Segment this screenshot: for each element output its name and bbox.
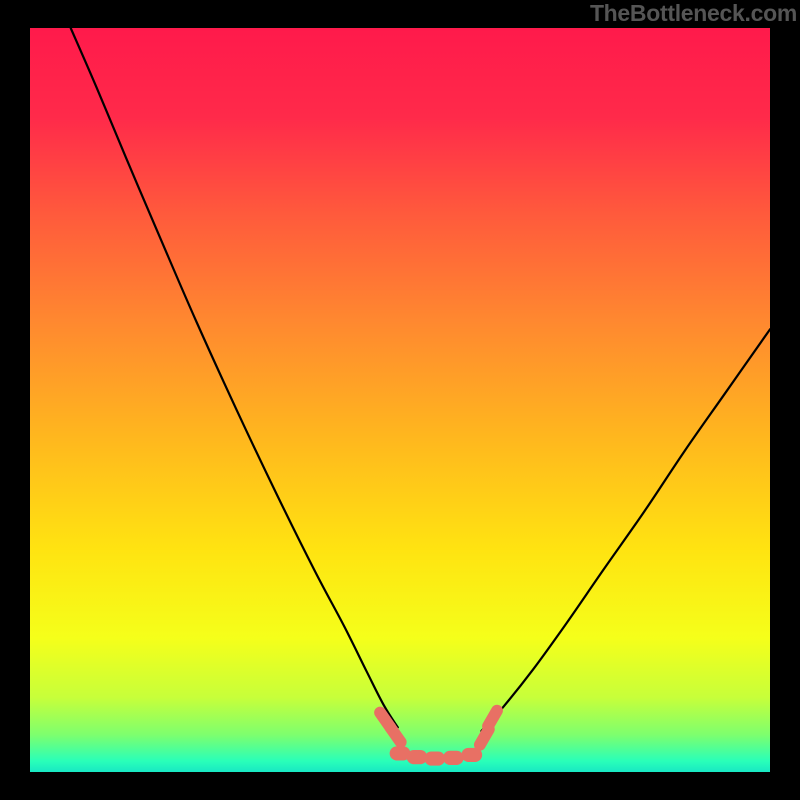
trough-marker bbox=[443, 751, 464, 765]
trough-marker bbox=[424, 752, 445, 766]
plot-area bbox=[30, 28, 770, 772]
watermark-text: TheBottleneck.com bbox=[590, 0, 797, 27]
chart-frame: TheBottleneck.com bbox=[0, 0, 800, 800]
gradient-background bbox=[30, 28, 770, 772]
chart-svg bbox=[30, 28, 770, 772]
trough-marker bbox=[407, 750, 428, 764]
